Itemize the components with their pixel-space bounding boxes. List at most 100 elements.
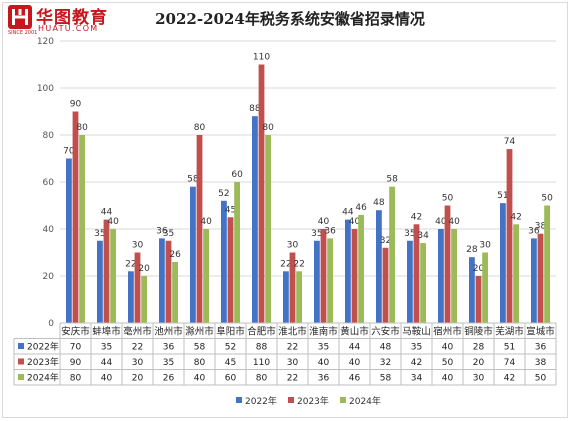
bar	[506, 149, 513, 323]
logo-since-text: SINCE 2001	[8, 30, 38, 36]
bar	[376, 210, 382, 323]
data-label: 42	[510, 212, 521, 222]
data-label: 58	[386, 175, 398, 185]
bar	[327, 238, 333, 323]
data-label: 42	[411, 212, 422, 222]
table-cell-value: 26	[163, 374, 175, 384]
bar	[103, 219, 110, 323]
data-label: 22	[280, 259, 291, 269]
y-tick-label: 80	[43, 131, 55, 141]
bar	[475, 276, 482, 323]
table-cell-value: 42	[411, 358, 422, 368]
data-label: 50	[541, 194, 553, 204]
table-cell-value: 52	[225, 343, 236, 353]
table-series-name: 2023年	[27, 356, 59, 368]
table-cell-value: 80	[194, 358, 206, 368]
bar	[345, 219, 351, 323]
bar	[252, 116, 258, 323]
table-cell-value: 36	[163, 343, 175, 353]
bar	[537, 233, 544, 323]
data-label: 30	[287, 241, 299, 251]
table-cell-value: 22	[287, 343, 298, 353]
data-label: 45	[225, 205, 236, 215]
table-cell-value: 38	[535, 358, 547, 368]
x-category-label: 六安市	[371, 326, 400, 338]
bar	[469, 257, 475, 323]
data-label: 58	[187, 175, 199, 185]
data-label: 35	[163, 229, 174, 239]
legend-label: 2022年	[245, 395, 277, 407]
bar	[444, 205, 451, 323]
data-label: 34	[417, 231, 429, 241]
data-label: 80	[262, 123, 274, 133]
data-label: 80	[76, 123, 88, 133]
bar	[531, 238, 537, 323]
table-cell-value: 58	[380, 374, 392, 384]
bar	[97, 240, 103, 323]
bar	[513, 224, 519, 323]
table-cell-value: 40	[194, 374, 206, 384]
table-cell-value: 28	[473, 343, 485, 353]
x-category-label: 淮南市	[309, 326, 338, 338]
logo-chinese-text: 华图教育	[36, 8, 108, 28]
data-label: 36	[528, 226, 540, 236]
table-cell-value: 30	[473, 374, 485, 384]
bar	[72, 111, 79, 323]
y-tick-label: 120	[37, 37, 54, 47]
data-label: 26	[169, 250, 181, 260]
data-label: 40	[349, 217, 361, 227]
data-label: 74	[504, 137, 516, 147]
data-label: 48	[373, 198, 385, 208]
table-cell-value: 48	[380, 343, 392, 353]
data-label: 40	[435, 217, 447, 227]
bar	[258, 64, 265, 323]
y-tick-label: 40	[43, 225, 55, 235]
table-cell-value: 46	[349, 374, 361, 384]
data-label: 44	[342, 208, 354, 218]
table-cell-value: 30	[287, 358, 299, 368]
table-cell-value: 20	[473, 358, 485, 368]
bar	[196, 135, 203, 323]
x-category-label: 宣城市	[526, 326, 555, 338]
data-label: 60	[231, 170, 243, 180]
x-category-label: 安庆市	[61, 326, 90, 338]
bar	[203, 229, 209, 323]
bar	[234, 182, 240, 323]
data-label: 52	[218, 189, 229, 199]
bar	[227, 217, 234, 323]
table-series-name: 2022年	[27, 341, 59, 353]
data-label: 35	[404, 229, 415, 239]
x-category-label: 滁州市	[185, 326, 214, 338]
data-label: 20	[138, 264, 150, 274]
table-cell-value: 45	[225, 358, 236, 368]
bar	[544, 205, 550, 323]
data-label: 20	[473, 264, 485, 274]
data-label: 38	[535, 222, 547, 232]
x-category-label: 阜阳市	[216, 326, 245, 338]
bar	[351, 229, 358, 323]
y-tick-label: 60	[43, 178, 55, 188]
x-category-label: 黄山市	[340, 326, 369, 338]
bar	[314, 240, 320, 323]
table-cell-value: 88	[256, 343, 268, 353]
data-label: 50	[442, 194, 454, 204]
data-label: 36	[156, 226, 168, 236]
chart-frame	[2, 2, 568, 418]
x-category-label: 淮北市	[278, 326, 307, 338]
bar	[79, 135, 85, 323]
table-cell-value: 36	[318, 374, 330, 384]
huatu-logo: 华图教育 HUATU.COM SINCE 2001	[8, 5, 128, 36]
data-label: 90	[70, 100, 82, 110]
bar	[141, 276, 147, 323]
y-tick-label: 100	[37, 84, 54, 94]
data-label: 22	[125, 259, 136, 269]
bar	[500, 203, 506, 323]
data-label: 46	[355, 203, 367, 213]
table-series-name: 2024年	[27, 372, 59, 384]
bar	[190, 186, 196, 323]
data-label: 35	[311, 229, 322, 239]
legend-swatch	[236, 397, 242, 403]
bar	[438, 229, 444, 323]
data-label: 36	[324, 226, 336, 236]
